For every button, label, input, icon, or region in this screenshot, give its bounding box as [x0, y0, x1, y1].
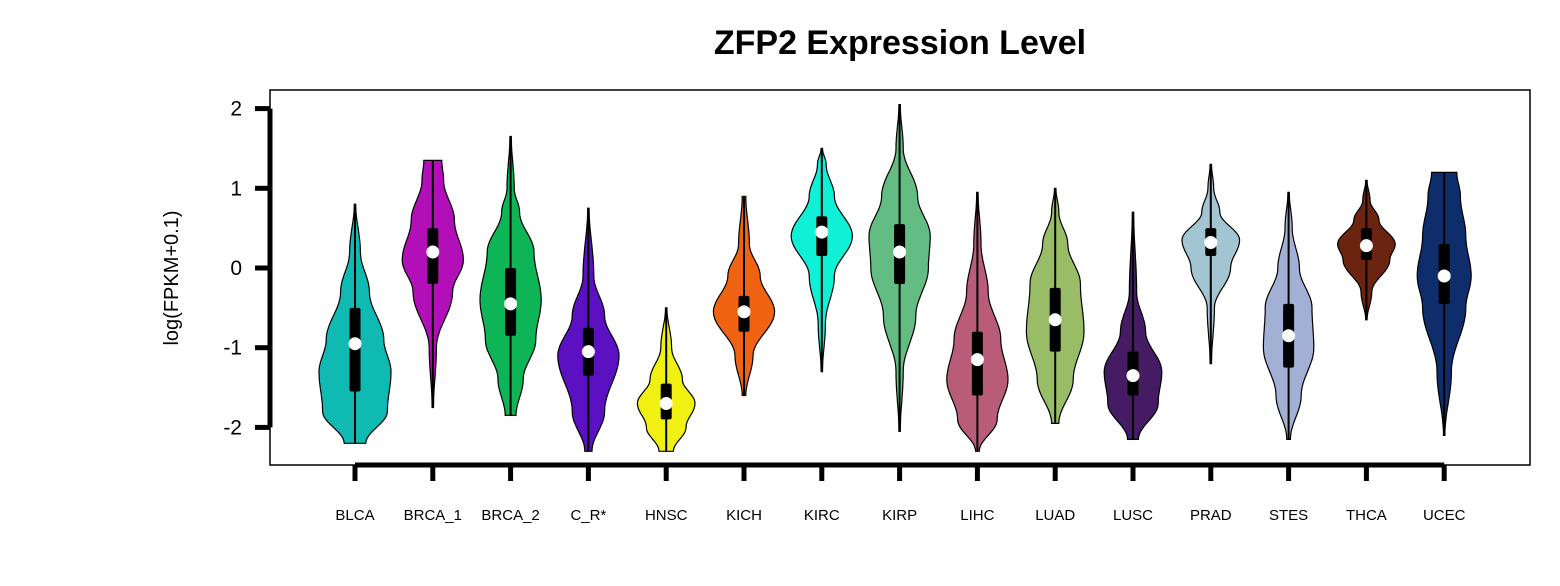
violin-median-point — [1359, 239, 1373, 253]
x-tick-label: KICH — [726, 507, 762, 524]
violin-group — [946, 191, 1009, 452]
x-tick-label: UCEC — [1423, 507, 1466, 524]
violin-group — [1416, 171, 1472, 436]
x-tick-label: C_R* — [570, 507, 606, 524]
y-tick-label: 1 — [230, 177, 242, 200]
violin-group — [401, 159, 465, 409]
violin-group — [318, 203, 392, 444]
y-tick-label: -2 — [223, 416, 242, 439]
y-tick-label: -1 — [223, 337, 242, 360]
x-tick-label: KIRC — [804, 507, 840, 524]
y-axis-label: log(FPKM+0.1) — [161, 210, 183, 345]
violin-median-point — [893, 245, 907, 259]
violin-median-point — [426, 245, 440, 259]
x-tick-label: KIRP — [882, 507, 917, 524]
x-tick-label: LIHC — [960, 507, 994, 524]
violin-median-point — [1437, 269, 1451, 283]
x-tick-label: LUSC — [1113, 507, 1153, 524]
violin-group — [1025, 187, 1085, 424]
violin-median-point — [348, 337, 362, 351]
y-axis: -2 -1 0 1 2 — [223, 98, 273, 439]
violin-median-point — [815, 225, 829, 239]
violin-group — [1262, 191, 1315, 440]
chart-title: ZFP2 Expression Level — [713, 24, 1087, 62]
violin-median-point — [1282, 329, 1296, 343]
violin-group — [636, 307, 696, 452]
violins — [318, 104, 1472, 452]
violin-median-point — [1048, 313, 1062, 327]
violin-group — [479, 135, 542, 416]
x-tick-label: BRCA_1 — [404, 507, 462, 524]
violin-group — [790, 147, 854, 373]
x-tick-label: THCA — [1346, 507, 1387, 524]
violin-group — [557, 207, 620, 452]
violin-median-point — [737, 305, 751, 319]
x-tick-label: BRCA_2 — [481, 507, 539, 524]
y-tick-label: 0 — [230, 257, 242, 280]
x-axis: BLCA BRCA_1 BRCA_2 C_R* HNSC KICH KIRC KIRP LIHC… — [335, 462, 1466, 524]
x-tick-label: PRAD — [1190, 507, 1232, 524]
violin-group — [868, 104, 931, 432]
violin-group — [1181, 163, 1241, 365]
x-tick-label: HNSC — [645, 507, 688, 524]
violin-group — [1103, 211, 1163, 440]
y-tick-label: 2 — [230, 98, 242, 121]
violin-median-point — [504, 297, 518, 311]
violin-median-point — [1126, 369, 1140, 383]
violin-median-point — [581, 345, 595, 359]
violin-median-point — [970, 353, 984, 367]
x-tick-label: BLCA — [335, 507, 374, 524]
violin-median-point — [659, 396, 673, 410]
violin-median-point — [1204, 235, 1218, 249]
violin-group — [712, 195, 776, 397]
x-tick-label: STES — [1269, 507, 1308, 524]
violin-group — [1336, 179, 1396, 321]
x-tick-label: LUAD — [1035, 507, 1075, 524]
